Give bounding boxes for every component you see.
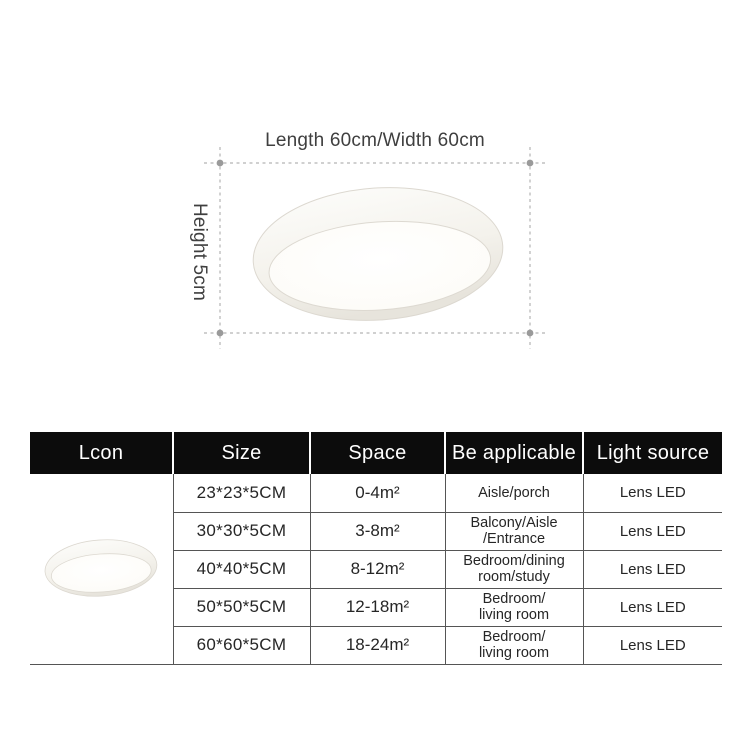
applicable-cell: Bedroom/dining room/study <box>445 550 584 589</box>
size-cell: 50*50*5CM <box>173 588 311 627</box>
applicable-cell: Bedroom/ living room <box>445 626 584 665</box>
dimension-box <box>204 147 546 349</box>
col-header-applicable: Be applicable <box>444 432 583 474</box>
size-cell: 60*60*5CM <box>173 626 311 665</box>
size-cell: 30*30*5CM <box>173 512 311 551</box>
table-row: 23*23*5CM 0-4m² Aisle/porch Lens LED <box>30 474 722 665</box>
col-header-size: Size <box>172 432 310 474</box>
col-header-icon: Lcon <box>30 432 173 474</box>
space-cell: 0-4m² <box>310 474 446 513</box>
col-header-light-source: Light source <box>582 432 722 474</box>
corner-marker <box>216 159 224 167</box>
light-source-cell: Lens LED <box>583 474 722 513</box>
icon-cell <box>30 474 174 665</box>
applicable-cell: Aisle/porch <box>445 474 584 513</box>
space-cell: 3-8m² <box>310 512 446 551</box>
corner-marker <box>526 159 534 167</box>
light-source-cell: Lens LED <box>583 626 722 665</box>
size-cell: 23*23*5CM <box>173 474 311 513</box>
applicable-cell: Bedroom/ living room <box>445 588 584 627</box>
corner-markers <box>216 159 534 337</box>
table-row: 30*30*5CM 3-8m² Balcony/Aisle /Entrance … <box>30 512 722 551</box>
corner-marker <box>216 329 224 337</box>
light-source-cell: Lens LED <box>583 550 722 589</box>
ceiling-lamp-image <box>252 187 504 321</box>
table-row: 50*50*5CM 12-18m² Bedroom/ living room L… <box>30 588 722 627</box>
space-cell: 18-24m² <box>310 626 446 665</box>
table-row: 40*40*5CM 8-12m² Bedroom/dining room/stu… <box>30 550 722 589</box>
light-source-cell: Lens LED <box>583 512 722 551</box>
applicable-cell: Balcony/Aisle /Entrance <box>445 512 584 551</box>
corner-marker <box>526 329 534 337</box>
dimension-diagram <box>204 147 546 349</box>
space-cell: 8-12m² <box>310 550 446 589</box>
space-cell: 12-18m² <box>310 588 446 627</box>
light-source-cell: Lens LED <box>583 588 722 627</box>
ceiling-lamp-icon <box>44 539 158 597</box>
table-header-row: Lcon Size Space Be applicable Light sour… <box>30 432 722 474</box>
length-width-dimension-label: Length 60cm/Width 60cm <box>265 130 485 151</box>
spec-table: Lcon Size Space Be applicable Light sour… <box>30 432 722 665</box>
col-header-space: Space <box>309 432 445 474</box>
size-cell: 40*40*5CM <box>173 550 311 589</box>
table-row: 60*60*5CM 18-24m² Bedroom/ living room L… <box>30 626 722 665</box>
